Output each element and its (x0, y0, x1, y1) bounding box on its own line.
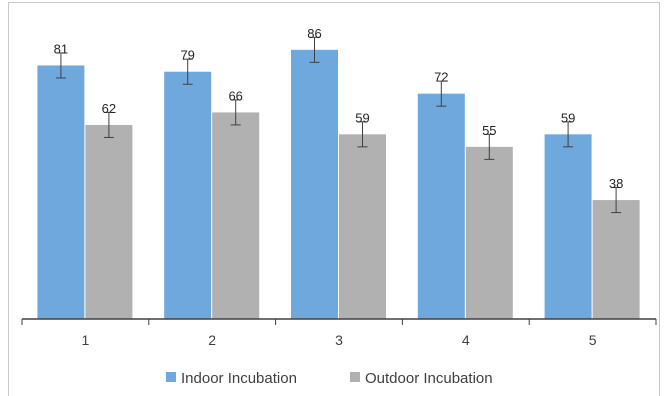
bar-indoor-4 (417, 93, 465, 319)
bar-outdoor-1 (85, 124, 133, 319)
data-label-outdoor-3: 59 (355, 110, 369, 125)
x-tick-label-3: 3 (335, 332, 343, 348)
legend-swatch-outdoor (350, 372, 360, 382)
legend: Indoor Incubation Outdoor Incubation (166, 370, 493, 387)
bar-indoor-1 (37, 65, 85, 319)
chart-frame (8, 2, 660, 396)
legend-swatch-indoor (166, 372, 176, 382)
x-tick-label-1: 1 (82, 332, 90, 348)
bar-outdoor-3 (339, 134, 386, 319)
x-tick-label-4: 4 (462, 332, 470, 348)
data-label-outdoor-5: 38 (609, 176, 623, 191)
legend-label-indoor: Indoor Incubation (181, 370, 297, 387)
data-label-outdoor-2: 66 (228, 88, 242, 103)
bar-indoor-5 (544, 134, 592, 319)
bar-outdoor-5 (592, 200, 640, 319)
bar-outdoor-2 (212, 112, 260, 319)
data-labels-layer: 81 62 79 66 86 59 72 55 59 38 (54, 26, 624, 191)
x-tick-label-5: 5 (589, 332, 597, 348)
bar-indoor-3 (291, 49, 338, 319)
data-label-indoor-4: 72 (434, 70, 448, 85)
error-bars-layer (55, 36, 622, 214)
data-label-indoor-5: 59 (561, 110, 575, 125)
bar-indoor-2 (164, 71, 212, 319)
x-tick-label-2: 2 (208, 332, 216, 348)
data-label-indoor-1: 81 (54, 41, 68, 56)
bar-outdoor-4 (465, 146, 513, 319)
bars-layer (37, 49, 640, 319)
data-label-indoor-2: 79 (180, 48, 194, 63)
data-label-outdoor-4: 55 (482, 123, 496, 138)
data-label-indoor-3: 86 (307, 26, 321, 41)
x-axis-ticks: 1 2 3 4 5 (21, 319, 657, 348)
data-label-outdoor-1: 62 (102, 101, 116, 116)
legend-label-outdoor: Outdoor Incubation (365, 370, 493, 387)
